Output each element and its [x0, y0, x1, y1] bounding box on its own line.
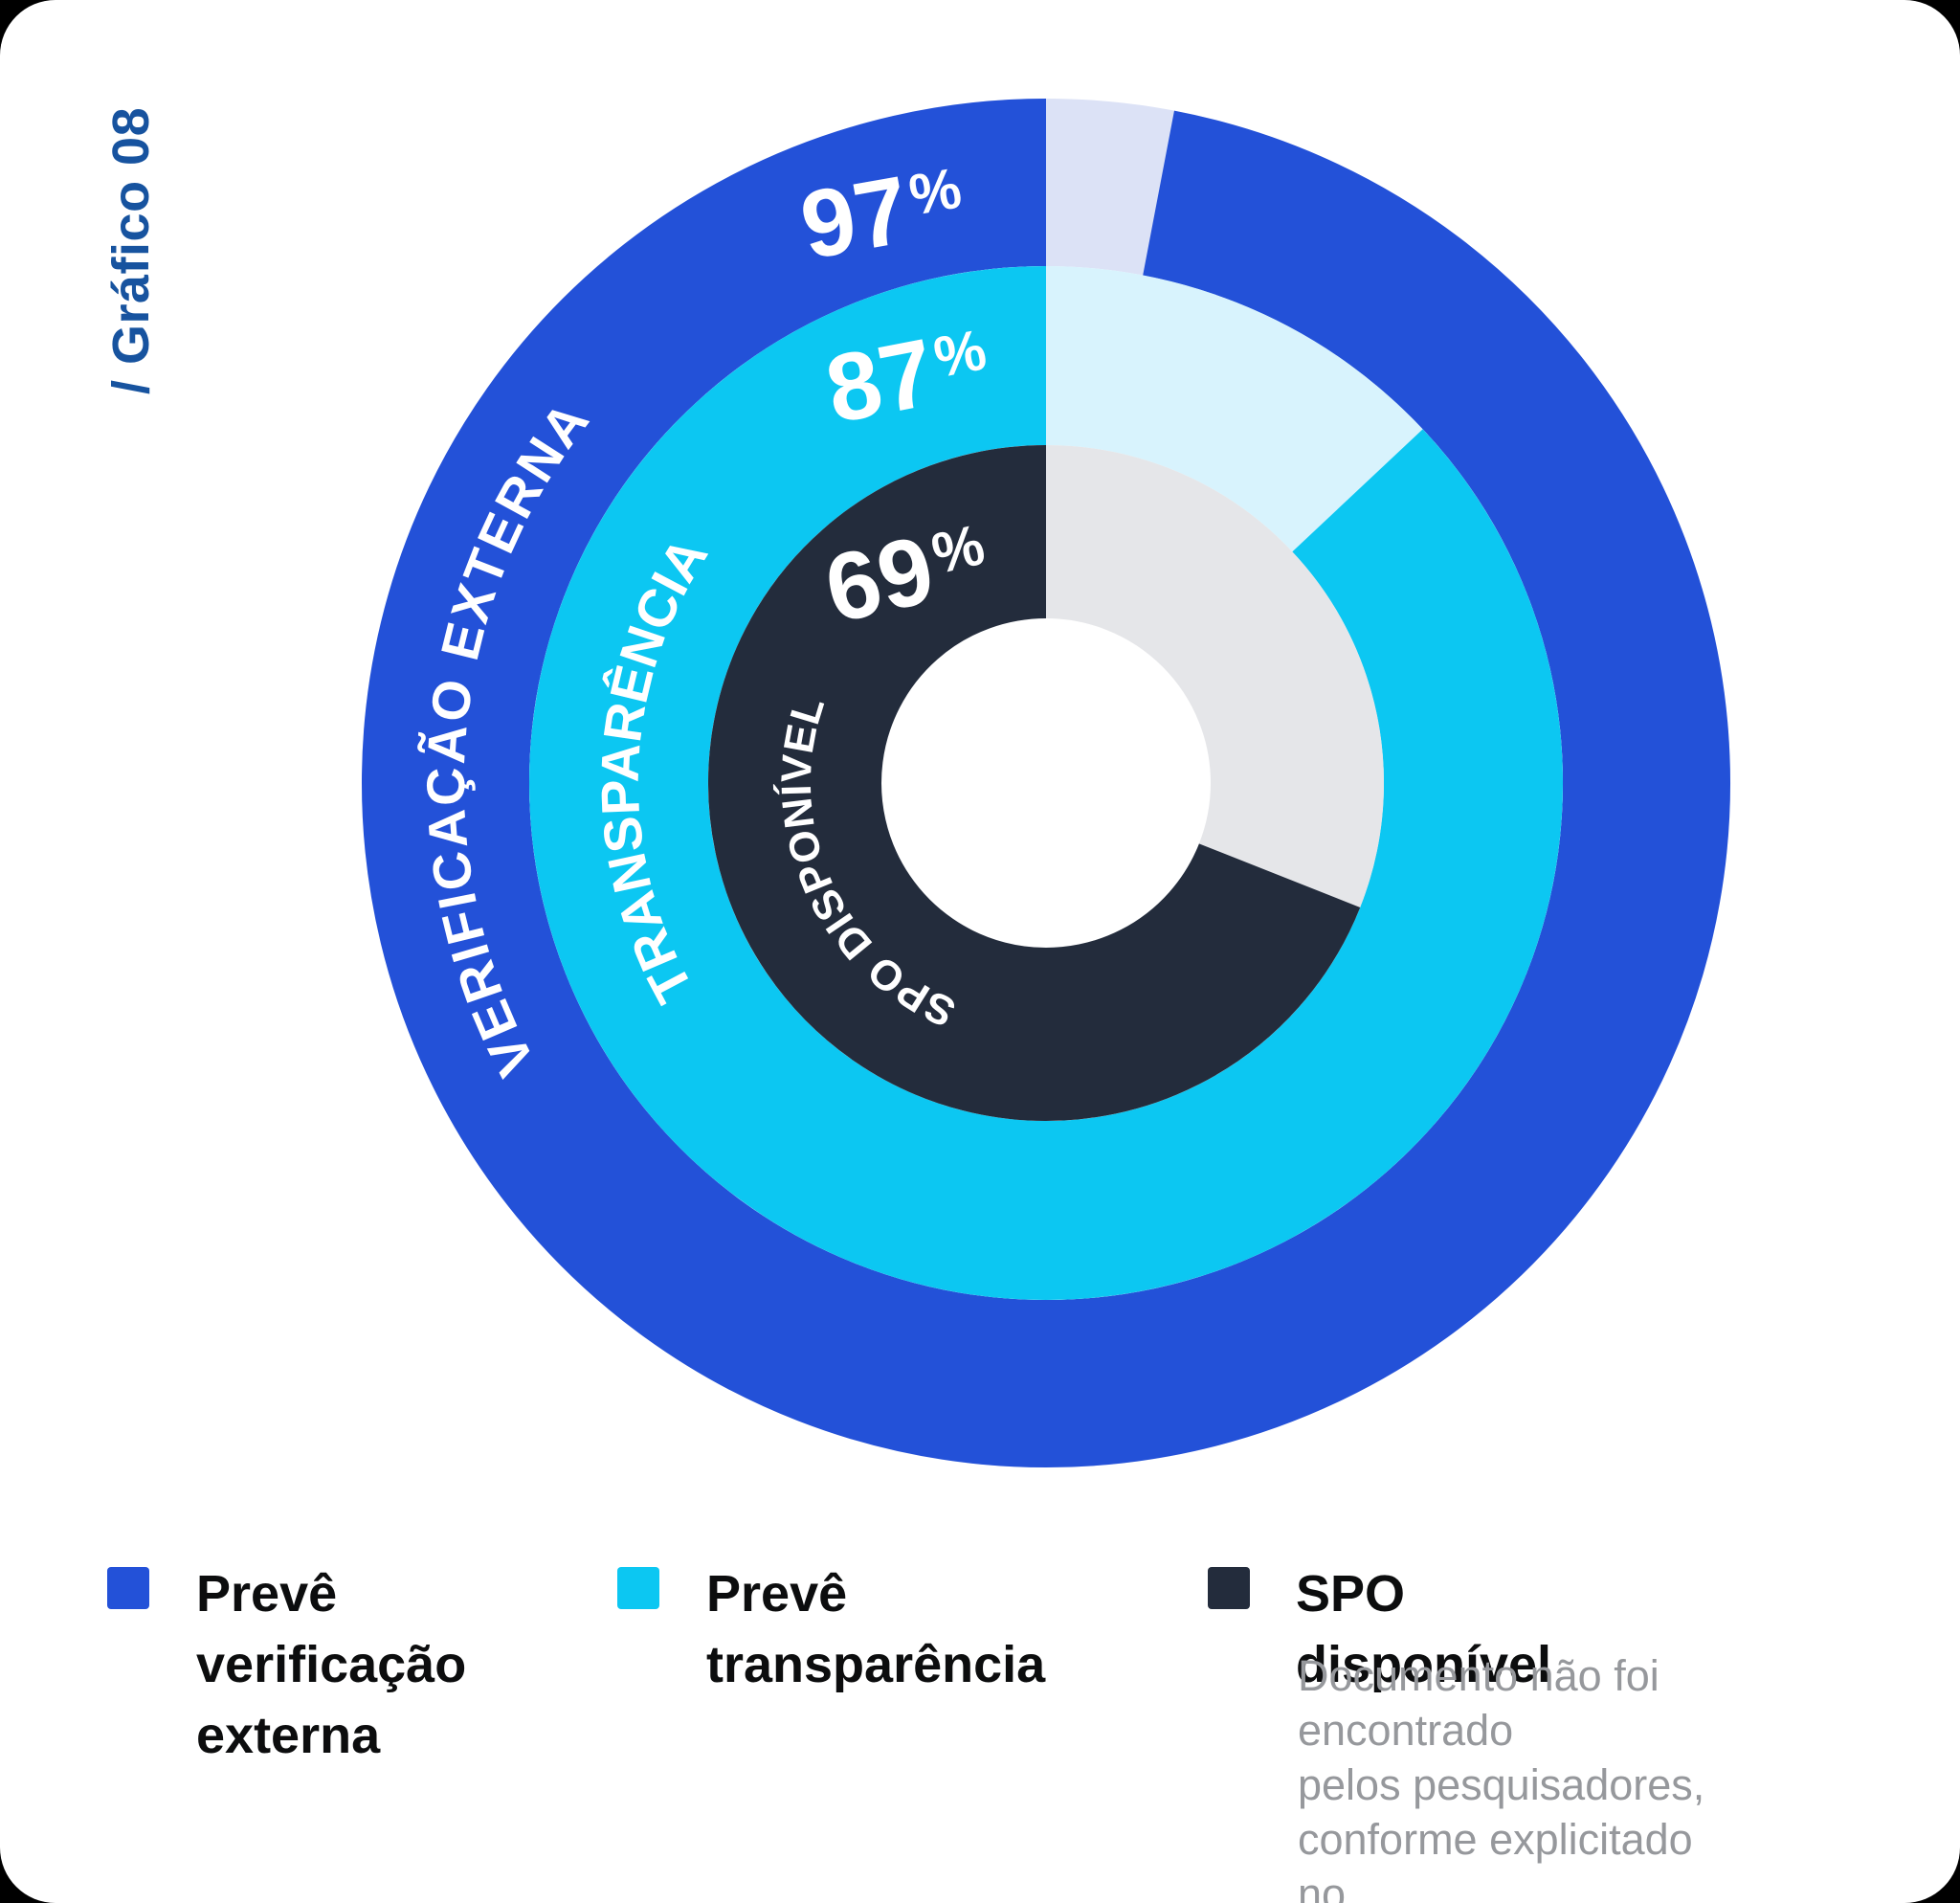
ring-1-percent: 87%: [818, 307, 998, 443]
legend-label-spo: SPO disponível: [1296, 1565, 1552, 1693]
ring-1-arc: [529, 266, 1563, 1300]
legend-swatch-spo: [1208, 1567, 1250, 1609]
legend-swatch-transparencia: [617, 1567, 659, 1609]
legend-label-transparencia: Prevê transparência: [706, 1565, 1046, 1693]
ring-2-percent: 69%: [815, 503, 997, 643]
legend-swatch-verificacao: [107, 1567, 149, 1609]
ring-0-percent: 97%: [793, 146, 971, 280]
ring-0-arc: [362, 99, 1730, 1467]
legend-note-spo: Documento não foi encontrado pelos pesqu…: [1298, 1651, 1705, 1903]
ring-2-arc: [708, 445, 1361, 1121]
legend-label-verificacao: Prevê verificação externa: [196, 1565, 467, 1764]
